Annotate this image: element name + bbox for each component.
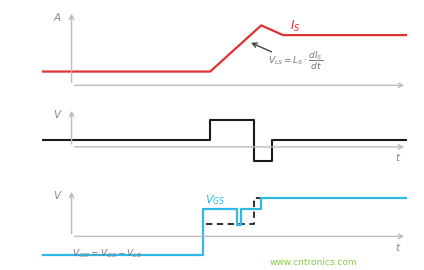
Text: www.cntronics.com: www.cntronics.com	[270, 258, 357, 267]
Text: $V_{GS}$: $V_{GS}$	[205, 194, 225, 207]
Text: $t$: $t$	[395, 241, 402, 253]
Text: $V_{GS'} = V_{GS} - V_{LS}$: $V_{GS'} = V_{GS} - V_{LS}$	[72, 247, 142, 260]
Text: A: A	[53, 13, 61, 23]
Text: $V_{LS} = L_S \cdot \dfrac{dI_S}{dt}$: $V_{LS} = L_S \cdot \dfrac{dI_S}{dt}$	[268, 50, 324, 72]
Text: $t$: $t$	[395, 151, 402, 163]
Text: V: V	[53, 191, 61, 201]
Text: V: V	[53, 110, 61, 120]
Text: $I_S$: $I_S$	[290, 19, 301, 34]
